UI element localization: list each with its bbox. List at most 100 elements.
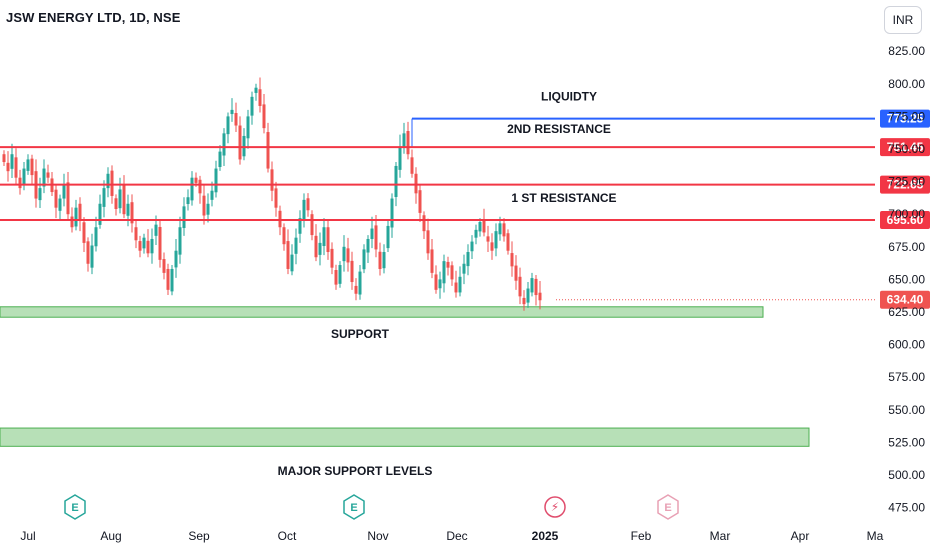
y-tick-label: 550.00	[888, 403, 925, 417]
major-support-zone[interactable]	[0, 427, 810, 447]
candle-up	[38, 188, 42, 201]
candle-up	[474, 229, 478, 238]
currency-button[interactable]: INR	[884, 6, 922, 34]
candle-up	[470, 241, 474, 252]
candle-up	[466, 252, 470, 267]
candle-up	[74, 207, 78, 227]
candle-down	[78, 203, 82, 221]
candle-up	[298, 218, 302, 234]
candle-down	[406, 131, 410, 155]
candle-up	[230, 109, 234, 115]
candle-down	[518, 276, 522, 297]
candle-down	[134, 227, 138, 241]
x-tick-label: Dec	[446, 529, 467, 543]
candle-down	[166, 268, 170, 290]
candle-up	[94, 227, 98, 247]
candle-down	[510, 253, 514, 267]
candle-up	[338, 265, 342, 284]
candle-up	[126, 203, 130, 216]
candle-up	[222, 133, 226, 156]
candle-up	[478, 222, 482, 232]
candle-down	[234, 113, 238, 126]
candle-down	[258, 89, 262, 106]
x-tick-label: Sep	[188, 529, 210, 543]
ticker-title: JSW ENERGY LTD, 1D, NSE	[6, 10, 181, 25]
earnings-event-icon[interactable]: E	[657, 494, 679, 520]
candle-up	[218, 151, 222, 167]
candle-down	[422, 215, 426, 232]
earnings-event-icon[interactable]: E	[343, 494, 365, 520]
candle-up	[246, 116, 250, 139]
candle-up	[90, 245, 94, 268]
candle-down	[434, 274, 438, 290]
y-tick-label: 625.00	[888, 305, 925, 319]
candle-down	[110, 170, 114, 196]
x-tick-label: Nov	[367, 529, 388, 543]
y-tick-label: 575.00	[888, 370, 925, 384]
candle-down	[114, 198, 118, 209]
candle-up	[498, 223, 502, 235]
earnings-event-icon[interactable]: E	[64, 494, 86, 520]
candle-up	[42, 168, 46, 187]
candle-up	[302, 199, 306, 220]
candle-down	[202, 195, 206, 216]
candle-up	[98, 203, 102, 225]
candle-up	[362, 249, 366, 270]
candle-down	[378, 251, 382, 269]
candle-up	[150, 238, 154, 254]
x-tick-label: Oct	[278, 529, 297, 543]
candle-down	[54, 189, 58, 208]
candle-down	[122, 185, 126, 215]
x-tick-label: Aug	[100, 529, 121, 543]
candle-up	[210, 190, 214, 200]
candle-up	[62, 185, 66, 199]
candle-up	[178, 227, 182, 255]
candle-up	[214, 168, 218, 193]
x-tick-label: Ma	[867, 529, 884, 543]
price-badge	[880, 175, 930, 194]
candle-down	[326, 227, 330, 253]
price-badge	[880, 138, 930, 157]
candle-up	[22, 168, 26, 185]
support-zone[interactable]	[0, 306, 764, 318]
candle-down	[334, 270, 338, 285]
candle-down	[14, 157, 18, 178]
price-badge-label: 751.45	[887, 140, 924, 154]
candle-down	[82, 222, 86, 243]
candle-up	[366, 238, 370, 253]
candle-down	[482, 220, 486, 233]
candle-up	[154, 224, 158, 236]
candle-down	[146, 240, 150, 254]
candle-up	[370, 228, 374, 239]
candle-down	[46, 172, 50, 178]
candle-up	[386, 225, 390, 249]
candle-down	[70, 216, 74, 228]
candle-up	[250, 96, 254, 116]
y-tick-label: 475.00	[888, 501, 925, 515]
y-tick-label: 500.00	[888, 468, 925, 482]
candle-up	[10, 154, 14, 169]
candle-up	[102, 188, 106, 207]
candle-down	[314, 235, 318, 258]
candle-up	[290, 254, 294, 272]
candle-up	[318, 242, 322, 255]
candle-down	[194, 177, 198, 183]
candle-down	[86, 241, 90, 264]
candle-down	[374, 225, 378, 250]
svg-text:⚡: ⚡	[551, 500, 559, 514]
candle-up	[494, 231, 498, 249]
y-tick-label: 775.00	[888, 109, 925, 123]
candle-down	[2, 154, 6, 163]
candle-down	[490, 242, 494, 251]
candle-down	[270, 169, 274, 191]
candle-down	[130, 202, 134, 224]
svg-text:E: E	[350, 502, 357, 514]
candle-down	[486, 236, 490, 242]
candle-down	[538, 292, 542, 301]
dividend-event-icon[interactable]: ⚡	[544, 496, 566, 518]
candle-up	[26, 159, 30, 171]
candle-down	[18, 177, 22, 189]
candle-down	[446, 261, 450, 268]
